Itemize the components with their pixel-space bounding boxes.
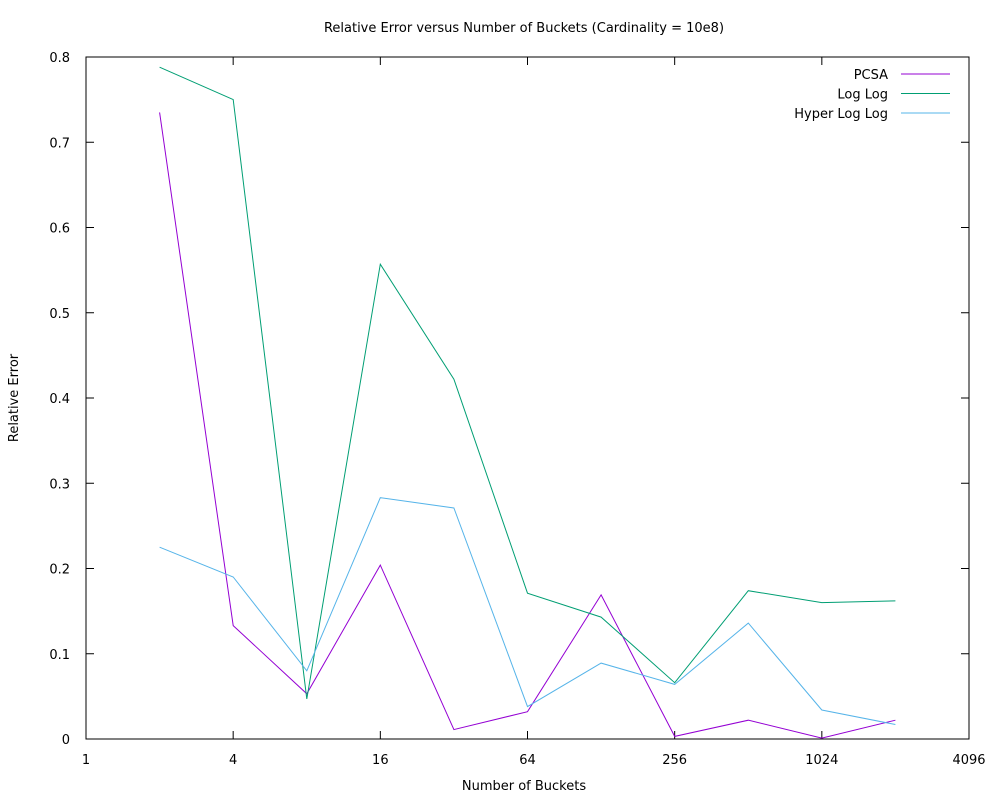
legend-label-pcsa: PCSA bbox=[854, 68, 888, 83]
x-tick-label: 64 bbox=[519, 753, 536, 768]
series-line-pcsa bbox=[159, 112, 896, 739]
y-axis-label: Relative Error bbox=[7, 353, 22, 442]
y-tick-label: 0.1 bbox=[49, 648, 70, 663]
y-tick-label: 0.4 bbox=[49, 392, 70, 407]
x-axis-label: Number of Buckets bbox=[462, 779, 586, 794]
y-tick-label: 0.7 bbox=[49, 136, 70, 151]
chart-title: Relative Error versus Number of Buckets … bbox=[324, 21, 724, 36]
y-tick-label: 0.2 bbox=[49, 563, 70, 578]
plot-area-frame bbox=[85, 56, 970, 740]
legend-label-hyper-log-log: Hyper Log Log bbox=[794, 107, 888, 122]
legend: PCSA Log Log Hyper Log Log bbox=[794, 68, 950, 122]
x-tick-label: 256 bbox=[662, 753, 687, 768]
series-line-hyper-log-log bbox=[159, 497, 896, 725]
legend-label-log-log: Log Log bbox=[837, 88, 888, 103]
y-tick-label: 0.6 bbox=[49, 222, 70, 237]
x-tick-label: 4096 bbox=[952, 753, 985, 768]
x-tick-label: 4 bbox=[229, 753, 237, 768]
y-tick-label: 0.5 bbox=[49, 307, 70, 322]
y-tick-label: 0.8 bbox=[49, 51, 70, 66]
x-tick-label: 1 bbox=[82, 753, 90, 768]
x-tick-label: 16 bbox=[372, 753, 389, 768]
series-line-log-log bbox=[159, 66, 896, 699]
y-tick-label: 0 bbox=[62, 733, 70, 748]
y-tick-label: 0.3 bbox=[49, 477, 70, 492]
x-tick-label: 1024 bbox=[805, 753, 838, 768]
